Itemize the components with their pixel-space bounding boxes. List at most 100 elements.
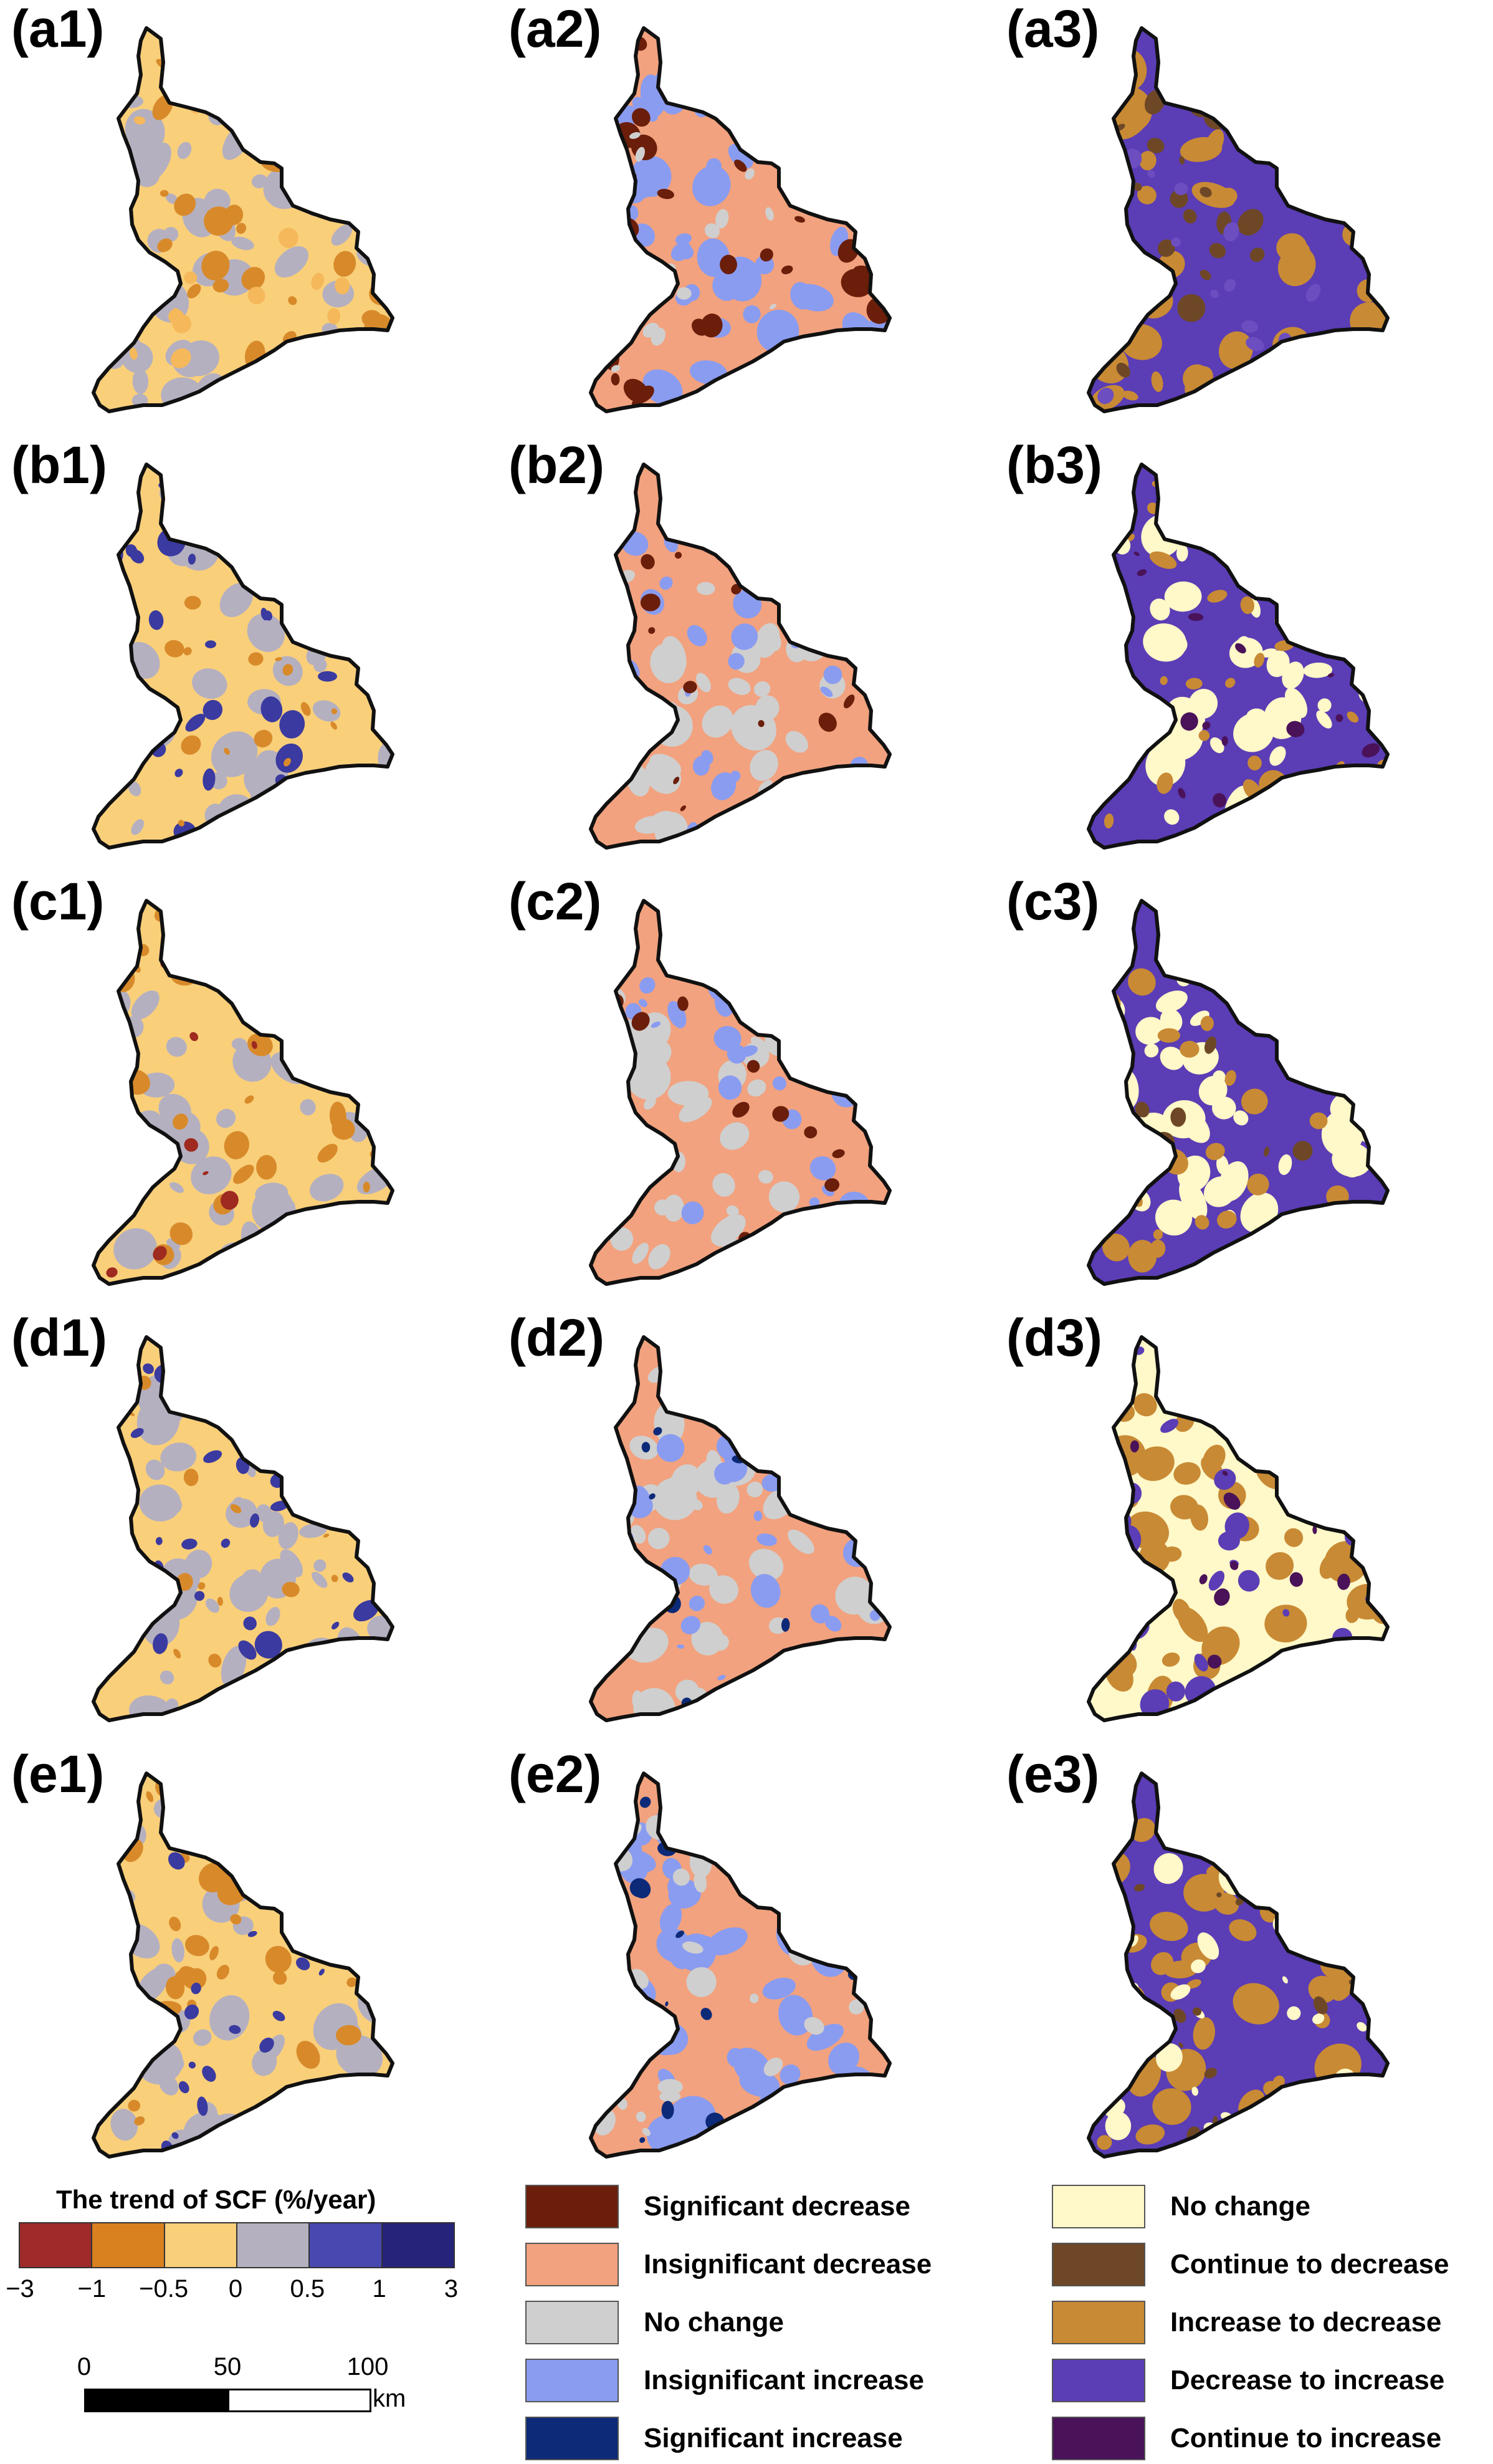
map-patch: [1287, 2006, 1301, 2020]
map-patch: [871, 511, 882, 521]
map-patch: [1350, 376, 1374, 396]
map-patch: [811, 1872, 824, 1886]
map-patch: [1133, 183, 1142, 191]
map-patch: [806, 605, 818, 615]
map-patch: [171, 2132, 179, 2139]
map-patch: [221, 1805, 245, 1827]
legend-swatch: [1052, 2243, 1145, 2286]
map-patch: [611, 365, 621, 372]
map-patch: [794, 216, 805, 223]
map-patch: [659, 576, 673, 590]
map-patch: [864, 815, 890, 848]
map-patch: [1128, 1578, 1134, 1584]
map-patch: [1367, 549, 1388, 586]
map-patch: [594, 1169, 626, 1209]
map-patch: [672, 49, 700, 74]
map-patch: [619, 1575, 639, 1593]
map-patch: [1374, 1399, 1387, 1409]
map-patch: [205, 640, 216, 649]
map-patch: [1249, 247, 1265, 262]
map-patch: [187, 1773, 227, 1808]
map-patch: [312, 1571, 328, 1588]
map-patch: [664, 61, 682, 87]
map-patch: [1104, 249, 1126, 274]
map-patch: [291, 1895, 307, 1912]
map-patch: [1139, 151, 1157, 171]
map-patch: [1147, 170, 1155, 178]
map-patch: [716, 1346, 728, 1361]
basin-map: [92, 1335, 394, 1722]
map-patch: [254, 2122, 282, 2156]
basin-map: [1087, 26, 1390, 413]
map-patch: [157, 238, 173, 252]
map-patch: [1147, 138, 1165, 153]
legend-item: No change: [1052, 2182, 1310, 2232]
map-patch: [1274, 1679, 1312, 1716]
map-patch: [1188, 512, 1201, 526]
map-patch: [1135, 2124, 1165, 2145]
map-patch: [1150, 598, 1170, 621]
map-patch: [285, 941, 323, 978]
map-patch: [97, 1440, 119, 1464]
map-patch: [1164, 809, 1180, 825]
map-patch: [819, 531, 828, 542]
map-patch: [341, 1409, 363, 1431]
legend-label: Insignificant increase: [644, 2365, 924, 2395]
map-patch: [753, 976, 770, 987]
map-patch: [771, 2109, 791, 2129]
map-patch: [857, 797, 874, 813]
map-patch: [145, 2031, 161, 2051]
map-patch: [1183, 209, 1197, 224]
map-patch: [717, 1675, 726, 1680]
map-patch: [361, 579, 389, 608]
map-patch: [659, 1903, 682, 1934]
map-patch: [1275, 1783, 1286, 1794]
map-patch: [667, 928, 698, 959]
map-patch: [1143, 623, 1187, 662]
colorbar-tick: 0: [228, 2275, 243, 2303]
map-patch: [155, 1536, 163, 1545]
map-patch: [1373, 1466, 1388, 1487]
map-patch: [1207, 1654, 1222, 1669]
map-patch: [1343, 956, 1355, 968]
map-patch: [1290, 1011, 1299, 1020]
map-patch: [316, 179, 336, 198]
map-patch: [333, 467, 363, 490]
map-patch: [365, 1652, 391, 1677]
map-patch: [858, 214, 871, 230]
map-patch: [1192, 2007, 1202, 2016]
map-patch: [1222, 1470, 1228, 1476]
map-patch: [702, 920, 713, 931]
map-patch: [1289, 55, 1333, 101]
map-patch: [819, 543, 842, 564]
map-patch: [1271, 1773, 1305, 1811]
map-patch: [1137, 569, 1147, 577]
map-patch: [315, 537, 347, 564]
map-patch: [767, 1254, 798, 1280]
map-patch: [1216, 1155, 1229, 1175]
map-patch: [282, 1694, 293, 1706]
map-patch: [657, 2079, 683, 2095]
map-patch: [1133, 552, 1140, 556]
map-patch: [1300, 1901, 1315, 1911]
map-patch: [192, 668, 227, 699]
basin-outline: [92, 899, 394, 1286]
map-panel: (a1): [0, 0, 474, 436]
map-patch: [1259, 798, 1279, 818]
map-patch: [1328, 28, 1353, 55]
map-patch: [836, 334, 874, 370]
map-patch: [860, 916, 871, 924]
map-patch: [300, 1099, 316, 1116]
map-patch: [370, 1806, 393, 1844]
map-patch: [1337, 178, 1348, 191]
map-patch: [679, 81, 703, 105]
map-patch: [823, 665, 842, 684]
map-patch: [231, 236, 254, 251]
map-patch: [1263, 1396, 1278, 1410]
map-patch: [229, 961, 250, 974]
map-patch: [184, 271, 198, 284]
map-patch: [1261, 648, 1277, 658]
map-patch: [778, 1397, 789, 1411]
map-patch: [766, 88, 775, 96]
map-patch: [263, 1820, 274, 1832]
